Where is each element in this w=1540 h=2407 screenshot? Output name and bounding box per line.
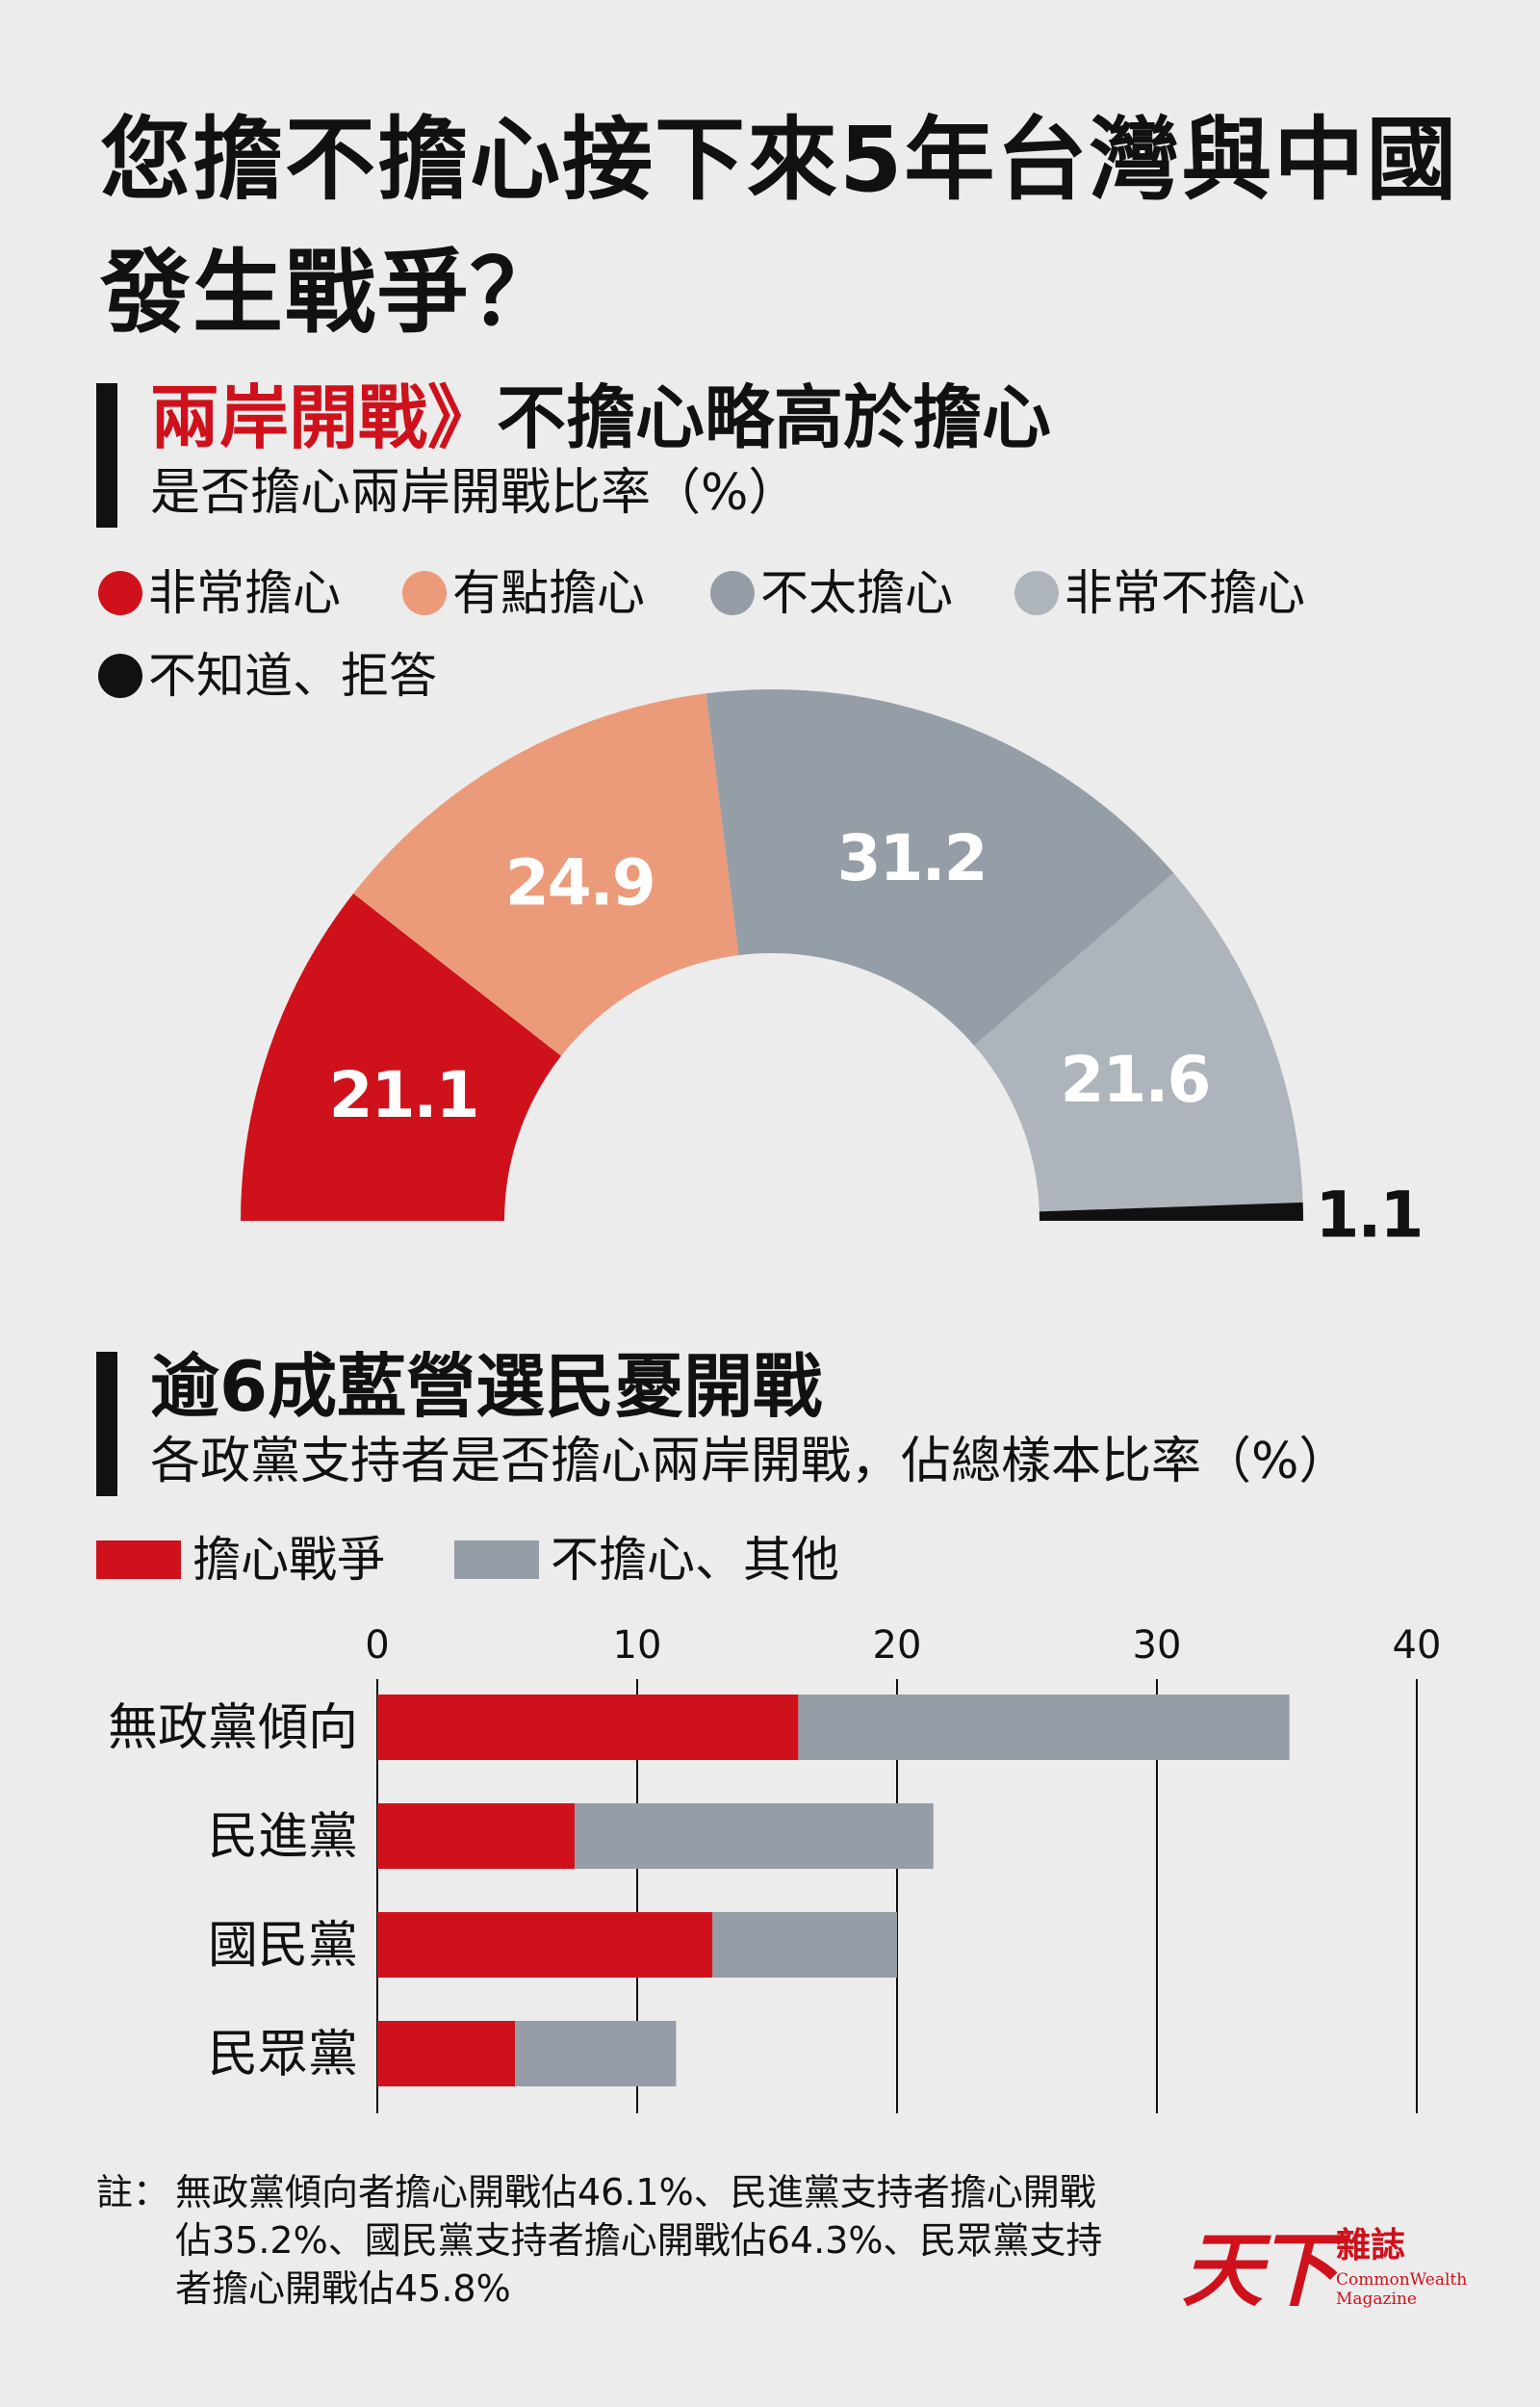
x-tick-label: 40 [1393, 1623, 1442, 1668]
bar-segment [515, 2021, 677, 2086]
legend-label: 不擔心、其他 [551, 1532, 839, 1588]
donut-value-label: 24.9 [505, 846, 654, 920]
category-label: 國民黨 [208, 1917, 358, 1975]
bar-segment [377, 1695, 799, 1760]
footnote-label: 註： [96, 2171, 170, 2213]
bar-segment [798, 1695, 1290, 1760]
legend-label: 非常擔心 [148, 565, 341, 621]
legend-item: 不擔心、其他 [454, 1531, 839, 1589]
donut-value-label: 31.2 [837, 821, 987, 895]
legend-swatch [98, 571, 142, 615]
legend-label: 擔心戰爭 [192, 1532, 385, 1588]
legend-item: 有點擔心 [402, 564, 645, 622]
legend-item: 非常不擔心 [1014, 564, 1305, 622]
section-1-heading-rest: 不擔心略高於擔心 [497, 377, 1052, 458]
bar-segment [712, 1912, 897, 1978]
x-tick-label: 0 [365, 1623, 389, 1668]
x-tick-label: 20 [873, 1623, 922, 1668]
section-2-subtitle: 各政黨支持者是否擔心兩岸開戰，佔總樣本比率（%） [150, 1433, 1349, 1490]
section-2-marker [96, 1352, 117, 1496]
logo-main: 天下 [1182, 2222, 1338, 2317]
donut-slice [241, 893, 561, 1221]
legend-swatch [98, 654, 142, 698]
section-1-marker [96, 383, 117, 528]
category-label: 民進黨 [208, 1808, 358, 1866]
category-label: 民眾黨 [208, 2026, 358, 2083]
category-label: 無政黨傾向 [108, 1699, 358, 1757]
legend-swatch [402, 571, 447, 615]
bar-segment [377, 2021, 516, 2086]
x-tick-label: 30 [1133, 1623, 1182, 1668]
legend-item: 不太擔心 [710, 564, 953, 622]
legend-swatch [710, 571, 755, 615]
section-2-heading: 逾6成藍營選民憂開戰 [150, 1346, 823, 1427]
footnote-text: 無政黨傾向者擔心開戰佔46.1%、民進黨支持者擔心開戰佔35.2%、國民黨支持者… [175, 2171, 1103, 2310]
donut-value-label: 21.1 [329, 1058, 478, 1132]
bar-segment [575, 1803, 934, 1869]
donut-value-label: 21.6 [1061, 1043, 1210, 1117]
section-1-heading-accent: 兩岸開戰》 [150, 377, 498, 458]
legend-swatch [1014, 571, 1059, 615]
donut-value-label: 1.1 [1315, 1178, 1422, 1253]
section-1-heading: 兩岸開戰》不擔心略高於擔心 [150, 377, 1051, 458]
logo-en: CommonWealth Magazine [1336, 2270, 1468, 2309]
donut-slice [1039, 1202, 1303, 1221]
legend-label: 不太擔心 [760, 565, 953, 621]
legend-swatch [454, 1540, 539, 1579]
bar-segment [377, 1912, 713, 1978]
legend-item: 不知道、拒答 [98, 647, 437, 705]
legend-label: 非常不擔心 [1065, 565, 1305, 621]
bar-segment [377, 1803, 576, 1869]
donut-slice [706, 689, 1174, 1046]
donut-slice [974, 872, 1303, 1212]
cw-logo: 天下 雜誌 CommonWealth Magazine [1182, 2222, 1471, 2328]
legend-label: 不知道、拒答 [148, 648, 437, 704]
x-tick-label: 10 [613, 1623, 662, 1668]
legend-swatch [96, 1540, 181, 1579]
legend-item: 非常擔心 [98, 564, 341, 622]
page-title: 您擔不擔心接下來5年台灣與中國發生戰爭？ [100, 108, 1459, 346]
section-1-subtitle: 是否擔心兩岸開戰比率（%） [150, 464, 799, 522]
logo-cn: 雜誌 [1336, 2225, 1406, 2265]
legend-label: 有點擔心 [452, 565, 645, 621]
donut-slice [353, 693, 739, 1056]
legend-item: 擔心戰爭 [96, 1531, 385, 1589]
